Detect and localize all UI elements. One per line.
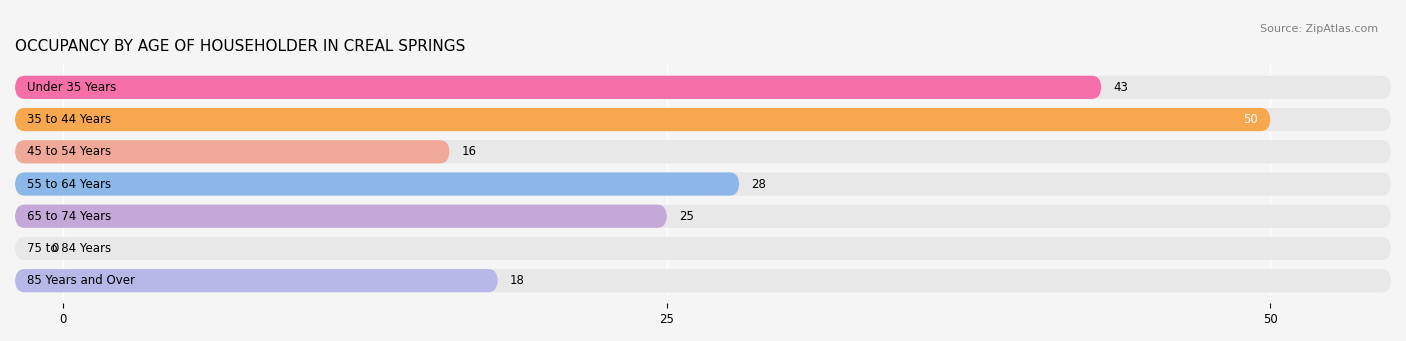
Text: 85 Years and Over: 85 Years and Over — [27, 274, 135, 287]
FancyBboxPatch shape — [15, 173, 740, 196]
Text: 35 to 44 Years: 35 to 44 Years — [27, 113, 111, 126]
FancyBboxPatch shape — [15, 173, 1391, 196]
Text: 75 to 84 Years: 75 to 84 Years — [27, 242, 111, 255]
FancyBboxPatch shape — [15, 237, 1391, 260]
FancyBboxPatch shape — [15, 140, 450, 163]
Text: 25: 25 — [679, 210, 693, 223]
FancyBboxPatch shape — [15, 269, 1391, 292]
Text: Under 35 Years: Under 35 Years — [27, 81, 117, 94]
FancyBboxPatch shape — [15, 76, 1391, 99]
Text: 43: 43 — [1114, 81, 1128, 94]
Text: 65 to 74 Years: 65 to 74 Years — [27, 210, 111, 223]
FancyBboxPatch shape — [15, 205, 666, 228]
Text: OCCUPANCY BY AGE OF HOUSEHOLDER IN CREAL SPRINGS: OCCUPANCY BY AGE OF HOUSEHOLDER IN CREAL… — [15, 39, 465, 54]
FancyBboxPatch shape — [15, 269, 498, 292]
Text: 16: 16 — [461, 145, 477, 158]
FancyBboxPatch shape — [15, 140, 1391, 163]
FancyBboxPatch shape — [15, 108, 1270, 131]
Text: 28: 28 — [751, 178, 766, 191]
Text: Source: ZipAtlas.com: Source: ZipAtlas.com — [1260, 24, 1378, 34]
Text: 0: 0 — [51, 242, 59, 255]
Text: 45 to 54 Years: 45 to 54 Years — [27, 145, 111, 158]
Text: 50: 50 — [1243, 113, 1258, 126]
Text: 18: 18 — [510, 274, 524, 287]
FancyBboxPatch shape — [15, 108, 1391, 131]
FancyBboxPatch shape — [15, 205, 1391, 228]
FancyBboxPatch shape — [15, 76, 1101, 99]
Text: 55 to 64 Years: 55 to 64 Years — [27, 178, 111, 191]
